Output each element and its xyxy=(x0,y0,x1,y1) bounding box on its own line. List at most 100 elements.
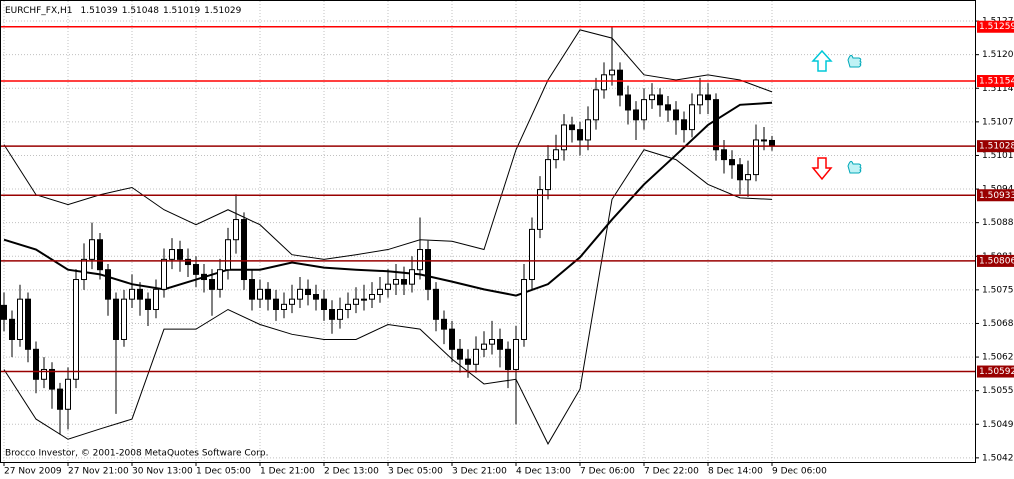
candle-body xyxy=(337,309,343,320)
up-arrow xyxy=(811,49,833,72)
x-tick-label: 7 Dec 22:00 xyxy=(644,467,699,477)
y-tick-label: 1.50555 xyxy=(982,386,1014,396)
candle-body xyxy=(201,273,207,281)
candle-body xyxy=(753,139,759,176)
level-label: 1.51259 xyxy=(979,22,1014,32)
candle-body xyxy=(513,338,519,370)
candle-body xyxy=(97,239,103,271)
axes: 1.512701.512051.511401.510751.510101.509… xyxy=(3,17,1014,477)
candle-body xyxy=(737,164,743,181)
y-tick-label: 1.50490 xyxy=(982,420,1014,430)
candle-body xyxy=(1,304,7,320)
candle-body xyxy=(177,249,183,260)
candle-body xyxy=(137,288,143,300)
x-tick-label: 1 Dec 05:00 xyxy=(196,467,251,477)
candle-body xyxy=(649,94,655,101)
candle-body xyxy=(601,74,607,91)
thumb-icon xyxy=(847,160,862,174)
candle-body xyxy=(585,119,591,141)
candle-body xyxy=(761,139,767,142)
candle-body xyxy=(721,149,727,161)
candle-body xyxy=(393,279,399,285)
candle-body xyxy=(473,348,479,365)
y-tick-label: 1.51205 xyxy=(982,50,1014,60)
candle-body xyxy=(257,288,263,300)
level-label-box xyxy=(977,189,1014,202)
symbol-title: EURCHF_FX,H1 xyxy=(5,6,73,16)
x-tick-label: 3 Dec 05:00 xyxy=(388,467,443,477)
candle-body xyxy=(353,298,359,305)
x-tick-label: 30 Nov 13:00 xyxy=(132,467,193,477)
candle-body xyxy=(497,338,503,350)
thumb-icon xyxy=(847,54,862,68)
y-tick-label: 1.50750 xyxy=(982,285,1014,295)
candle-body xyxy=(521,279,527,340)
candle-body xyxy=(545,159,551,191)
candle-body xyxy=(625,94,631,111)
candle-body xyxy=(281,303,287,311)
level-label: 1.51028 xyxy=(979,142,1014,152)
level-label: 1.50592 xyxy=(979,367,1014,377)
x-tick-label: 7 Dec 06:00 xyxy=(580,467,635,477)
candle-body xyxy=(25,298,31,350)
indicator-line xyxy=(3,29,773,260)
candle-body xyxy=(145,298,151,311)
candle-body xyxy=(401,279,407,285)
level-label-box xyxy=(977,20,1014,33)
x-tick-label: 27 Nov 2009 xyxy=(4,467,62,477)
candle-body xyxy=(577,129,583,141)
candle-body xyxy=(321,298,327,311)
x-tick-label: 1 Dec 21:00 xyxy=(260,467,315,477)
candle-body xyxy=(377,288,383,296)
x-tick-label: 2 Dec 13:00 xyxy=(324,467,379,477)
y-tick-label: 1.50620 xyxy=(982,353,1014,363)
candle-body xyxy=(129,288,135,300)
level-label: 1.50933 xyxy=(979,191,1014,201)
candle-body xyxy=(161,258,167,290)
candle-body xyxy=(569,124,575,131)
level-label: 1.50806 xyxy=(979,256,1014,266)
ohlc-open: 1.51039 xyxy=(81,6,118,16)
signal-down xyxy=(811,157,862,181)
candle-body xyxy=(81,258,87,281)
y-tick-label: 1.50685 xyxy=(982,319,1014,329)
x-tick-label: 3 Dec 21:00 xyxy=(452,467,507,477)
level-label-box xyxy=(977,75,1014,88)
candle-body xyxy=(449,328,455,350)
candle-body xyxy=(697,94,703,106)
ohlc-low: 1.51019 xyxy=(163,6,200,16)
candle-body xyxy=(617,69,623,96)
candle-body xyxy=(249,279,255,300)
y-tick-label: 1.51075 xyxy=(982,117,1014,127)
candle-body xyxy=(209,279,215,290)
candle-body xyxy=(169,249,175,260)
candle-body xyxy=(9,318,15,340)
candle-body xyxy=(553,149,559,161)
candle-body xyxy=(713,99,719,151)
candle-body xyxy=(425,249,431,290)
candle-body xyxy=(313,294,319,300)
plot-frame xyxy=(0,0,976,463)
candle-body xyxy=(561,124,567,151)
x-tick-label: 8 Dec 14:00 xyxy=(708,467,763,477)
candle-body xyxy=(289,298,295,305)
candle-body xyxy=(705,94,711,101)
candle-body xyxy=(33,348,39,380)
candle-body xyxy=(121,298,127,340)
candle-body xyxy=(241,219,247,281)
candle-body xyxy=(537,189,543,230)
candle-body xyxy=(305,288,311,296)
candle-body xyxy=(657,94,663,106)
y-tick-label: 1.51140 xyxy=(982,84,1014,94)
candle-body xyxy=(17,298,23,340)
candle-body xyxy=(417,249,423,271)
candle-body xyxy=(105,269,111,300)
candle-body xyxy=(689,104,695,131)
indicator-line xyxy=(3,149,773,445)
plot xyxy=(0,25,975,445)
candle-body xyxy=(529,228,535,281)
level-label-box xyxy=(977,365,1014,378)
candle-body xyxy=(369,294,375,300)
